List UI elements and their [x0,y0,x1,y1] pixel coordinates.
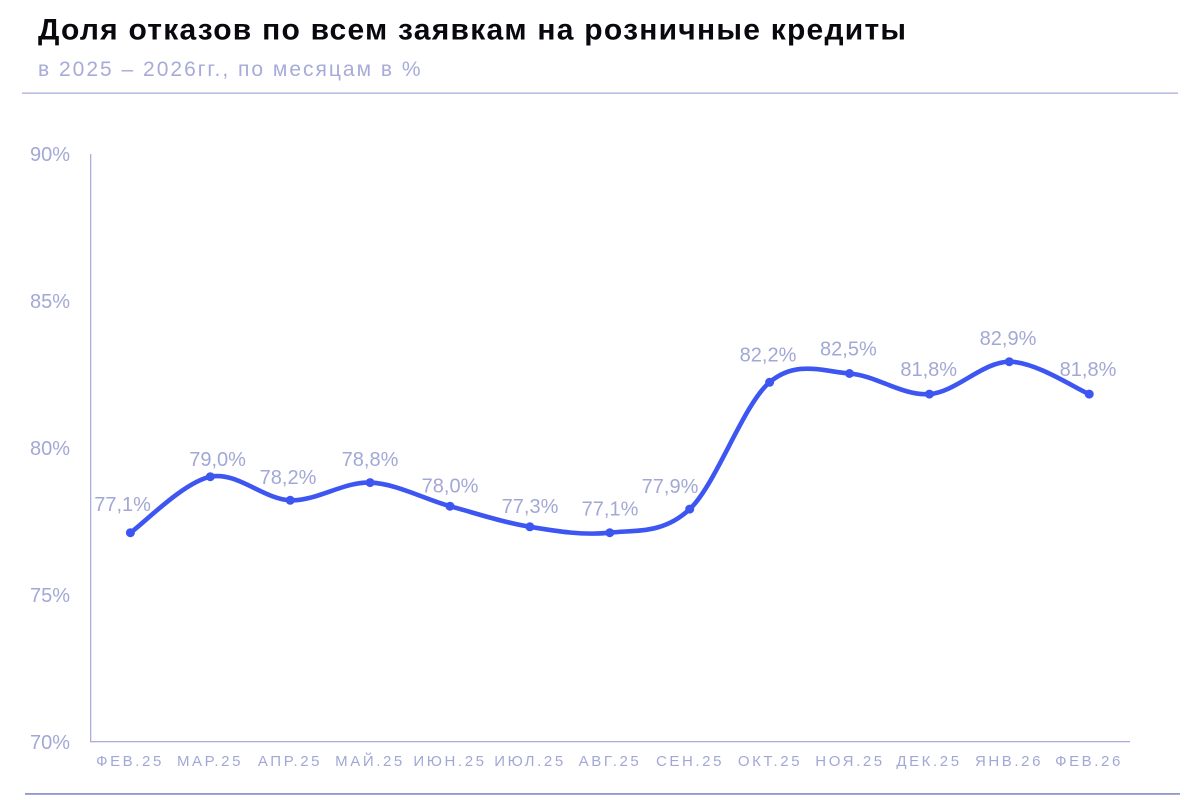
svg-text:МАР.25: МАР.25 [177,753,243,770]
svg-text:ИЮЛ.25: ИЮЛ.25 [494,753,566,770]
svg-text:ФЕВ.26: ФЕВ.26 [1055,753,1123,770]
svg-text:СЕН.25: СЕН.25 [656,753,724,770]
svg-text:78,0%: 78,0% [422,476,479,498]
svg-text:ОКТ.25: ОКТ.25 [738,753,802,770]
svg-text:ЯНВ.26: ЯНВ.26 [975,753,1043,770]
svg-text:78,2%: 78,2% [260,467,317,489]
svg-text:АВГ.25: АВГ.25 [579,753,642,770]
svg-text:77,1%: 77,1% [94,494,151,516]
svg-text:77,3%: 77,3% [502,496,559,518]
svg-text:70%: 70% [30,732,70,754]
svg-text:АПР.25: АПР.25 [258,753,322,770]
svg-text:82,2%: 82,2% [740,345,797,367]
svg-text:90%: 90% [30,144,70,166]
svg-text:81,8%: 81,8% [900,359,957,381]
svg-text:Доля отказов по всем заявкам н: Доля отказов по всем заявкам на розничны… [38,14,907,47]
svg-text:85%: 85% [30,291,70,313]
svg-text:80%: 80% [30,438,70,460]
svg-text:75%: 75% [30,585,70,607]
svg-text:ДЕК.25: ДЕК.25 [896,753,961,770]
svg-text:ИЮН.25: ИЮН.25 [413,753,486,770]
svg-text:ФЕВ.25: ФЕВ.25 [96,753,164,770]
svg-text:78,8%: 78,8% [342,449,399,471]
svg-text:79,0%: 79,0% [189,449,246,471]
svg-text:НОЯ.25: НОЯ.25 [815,753,884,770]
svg-text:81,8%: 81,8% [1060,359,1117,381]
svg-text:82,5%: 82,5% [820,339,877,361]
svg-text:77,1%: 77,1% [582,499,639,521]
svg-text:82,9%: 82,9% [980,328,1037,350]
svg-text:МАЙ.25: МАЙ.25 [335,752,405,770]
svg-text:в 2025 – 2026гг., по месяцам в: в 2025 – 2026гг., по месяцам в % [38,58,423,81]
svg-text:77,9%: 77,9% [642,476,699,498]
